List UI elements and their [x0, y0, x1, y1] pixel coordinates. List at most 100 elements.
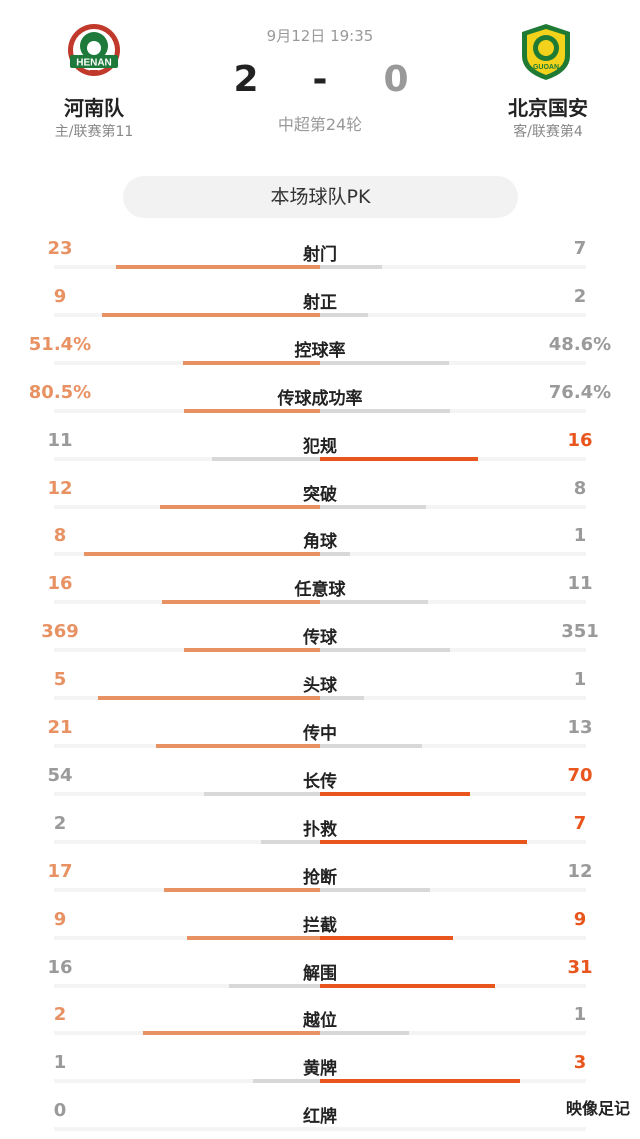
home-stat-bar: [261, 839, 320, 844]
home-stat-value: 54: [47, 764, 73, 786]
home-team-rank: 主/联赛第11: [54, 124, 134, 140]
stat-row: 16 解围 31: [0, 947, 640, 995]
stat-label: 拦截: [303, 915, 337, 936]
stat-label: 头球: [303, 676, 337, 697]
away-stat-value: 9: [573, 908, 587, 930]
home-stat-bar: [184, 408, 320, 413]
away-score: 0: [383, 59, 409, 100]
stat-track: [54, 1127, 586, 1132]
home-stat-value: 16: [47, 956, 73, 978]
henan-logo-text: HENAN: [76, 58, 112, 69]
stat-label: 射正: [303, 292, 337, 313]
home-stat-bar: [116, 265, 320, 269]
away-stat-value: 1: [573, 525, 587, 547]
away-stat-value: 76.4%: [548, 381, 612, 403]
guoan-team-logo[interactable]: GUOAN: [516, 22, 576, 82]
stat-row: 21 传中 13: [0, 707, 640, 755]
home-stat-value: 80.5%: [28, 381, 92, 403]
away-stat-bar: [320, 600, 428, 605]
away-stat-value: 12: [567, 860, 593, 882]
henan-team-logo[interactable]: HENAN: [64, 22, 124, 82]
stat-row: 9 拦截 9: [0, 899, 640, 947]
away-stat-bar: [320, 983, 495, 988]
league-round: 中超第24轮: [277, 115, 363, 134]
home-score: 2: [233, 59, 259, 100]
stat-label: 传球成功率: [277, 388, 363, 409]
stat-label: 越位: [303, 1011, 337, 1032]
home-stat-value: 12: [47, 477, 73, 499]
away-stat-bar: [320, 887, 430, 892]
home-stat-value: 23: [47, 238, 73, 259]
home-stat-value: 2: [53, 1004, 67, 1026]
watermark: 映像足记: [565, 1099, 630, 1118]
home-stat-bar: [184, 648, 320, 653]
stat-label: 黄牌: [303, 1059, 337, 1080]
away-stat-value: 1: [573, 669, 587, 691]
home-stat-value: 9: [53, 908, 67, 930]
away-stat-bar: [320, 1031, 409, 1036]
away-stat-value: 1: [573, 1004, 587, 1026]
home-stat-value: 8: [53, 525, 67, 547]
away-stat-value: 7: [573, 812, 587, 834]
guoan-logo-text: GUOAN: [533, 64, 559, 71]
stat-row: 2 扑救 7: [0, 803, 640, 851]
home-team-name[interactable]: 河南队: [64, 96, 124, 120]
stat-row: 8 角球 1: [0, 515, 640, 563]
away-stat-bar: [320, 312, 368, 317]
home-stat-bar: [229, 983, 320, 988]
away-stat-value: 2: [573, 285, 587, 307]
away-stat-bar: [320, 648, 450, 653]
away-stat-value: 13: [567, 717, 593, 738]
stat-row: 5 头球 1: [0, 659, 640, 707]
home-stat-bar: [164, 887, 320, 892]
stat-label: 犯规: [303, 436, 337, 457]
away-stat-value: 11: [567, 573, 593, 595]
away-stat-value: 48.6%: [548, 333, 612, 355]
stat-label: 解围: [303, 963, 337, 984]
away-stat-bar: [320, 456, 478, 461]
stat-row: 51.4% 控球率 48.6%: [0, 324, 640, 372]
stat-label: 长传: [303, 771, 337, 792]
home-stat-bar: [183, 360, 320, 365]
home-stat-value: 17: [47, 860, 73, 882]
home-stat-value: 2: [53, 812, 67, 834]
stat-label: 角球: [303, 532, 337, 553]
away-stat-bar: [320, 696, 364, 701]
home-stat-bar: [212, 456, 320, 461]
home-stat-value: 16: [47, 573, 73, 595]
team-pk-section-title: 本场球队PK: [123, 176, 518, 218]
away-stat-value: 8: [573, 477, 587, 499]
home-stat-bar: [160, 504, 320, 509]
home-stat-value: 21: [47, 717, 73, 738]
stat-label: 控球率: [294, 340, 346, 361]
home-stat-value: 11: [47, 429, 73, 451]
stat-row: 23 射门 7: [0, 228, 640, 276]
stat-label: 传中: [303, 724, 337, 744]
away-stat-bar: [320, 504, 426, 509]
away-stat-bar: [320, 408, 450, 413]
stat-row: 16 任意球 11: [0, 563, 640, 611]
away-team-name[interactable]: 北京国安: [508, 96, 588, 120]
away-stat-value: 70: [567, 764, 593, 786]
stat-row: 11 犯规 16: [0, 420, 640, 468]
home-stat-bar: [143, 1031, 320, 1036]
stat-row: 2 越位 1: [0, 994, 640, 1042]
home-stat-value: 1: [53, 1052, 67, 1074]
home-stat-value: 0: [53, 1100, 67, 1122]
match-time: 9月12日 19:35: [266, 27, 374, 45]
home-stat-value: 9: [53, 285, 67, 307]
away-stat-bar: [320, 935, 453, 940]
away-stat-bar: [320, 265, 382, 269]
home-stat-bar: [156, 744, 320, 748]
home-stat-value: 51.4%: [28, 333, 92, 355]
match-header: HENAN GUOAN 河南队 主/联赛第11 北京国安 客/联赛第4 9月12…: [0, 0, 640, 150]
away-stat-bar: [320, 360, 449, 365]
home-stat-bar: [253, 1079, 320, 1084]
home-stat-bar: [84, 552, 320, 557]
away-stat-bar: [320, 1079, 520, 1084]
away-stat-value: 16: [567, 429, 593, 451]
stat-row: 80.5% 传球成功率 76.4%: [0, 372, 640, 420]
home-stat-value: 5: [53, 669, 67, 691]
away-stat-value: 31: [567, 956, 593, 978]
away-stat-bar: [320, 839, 527, 844]
